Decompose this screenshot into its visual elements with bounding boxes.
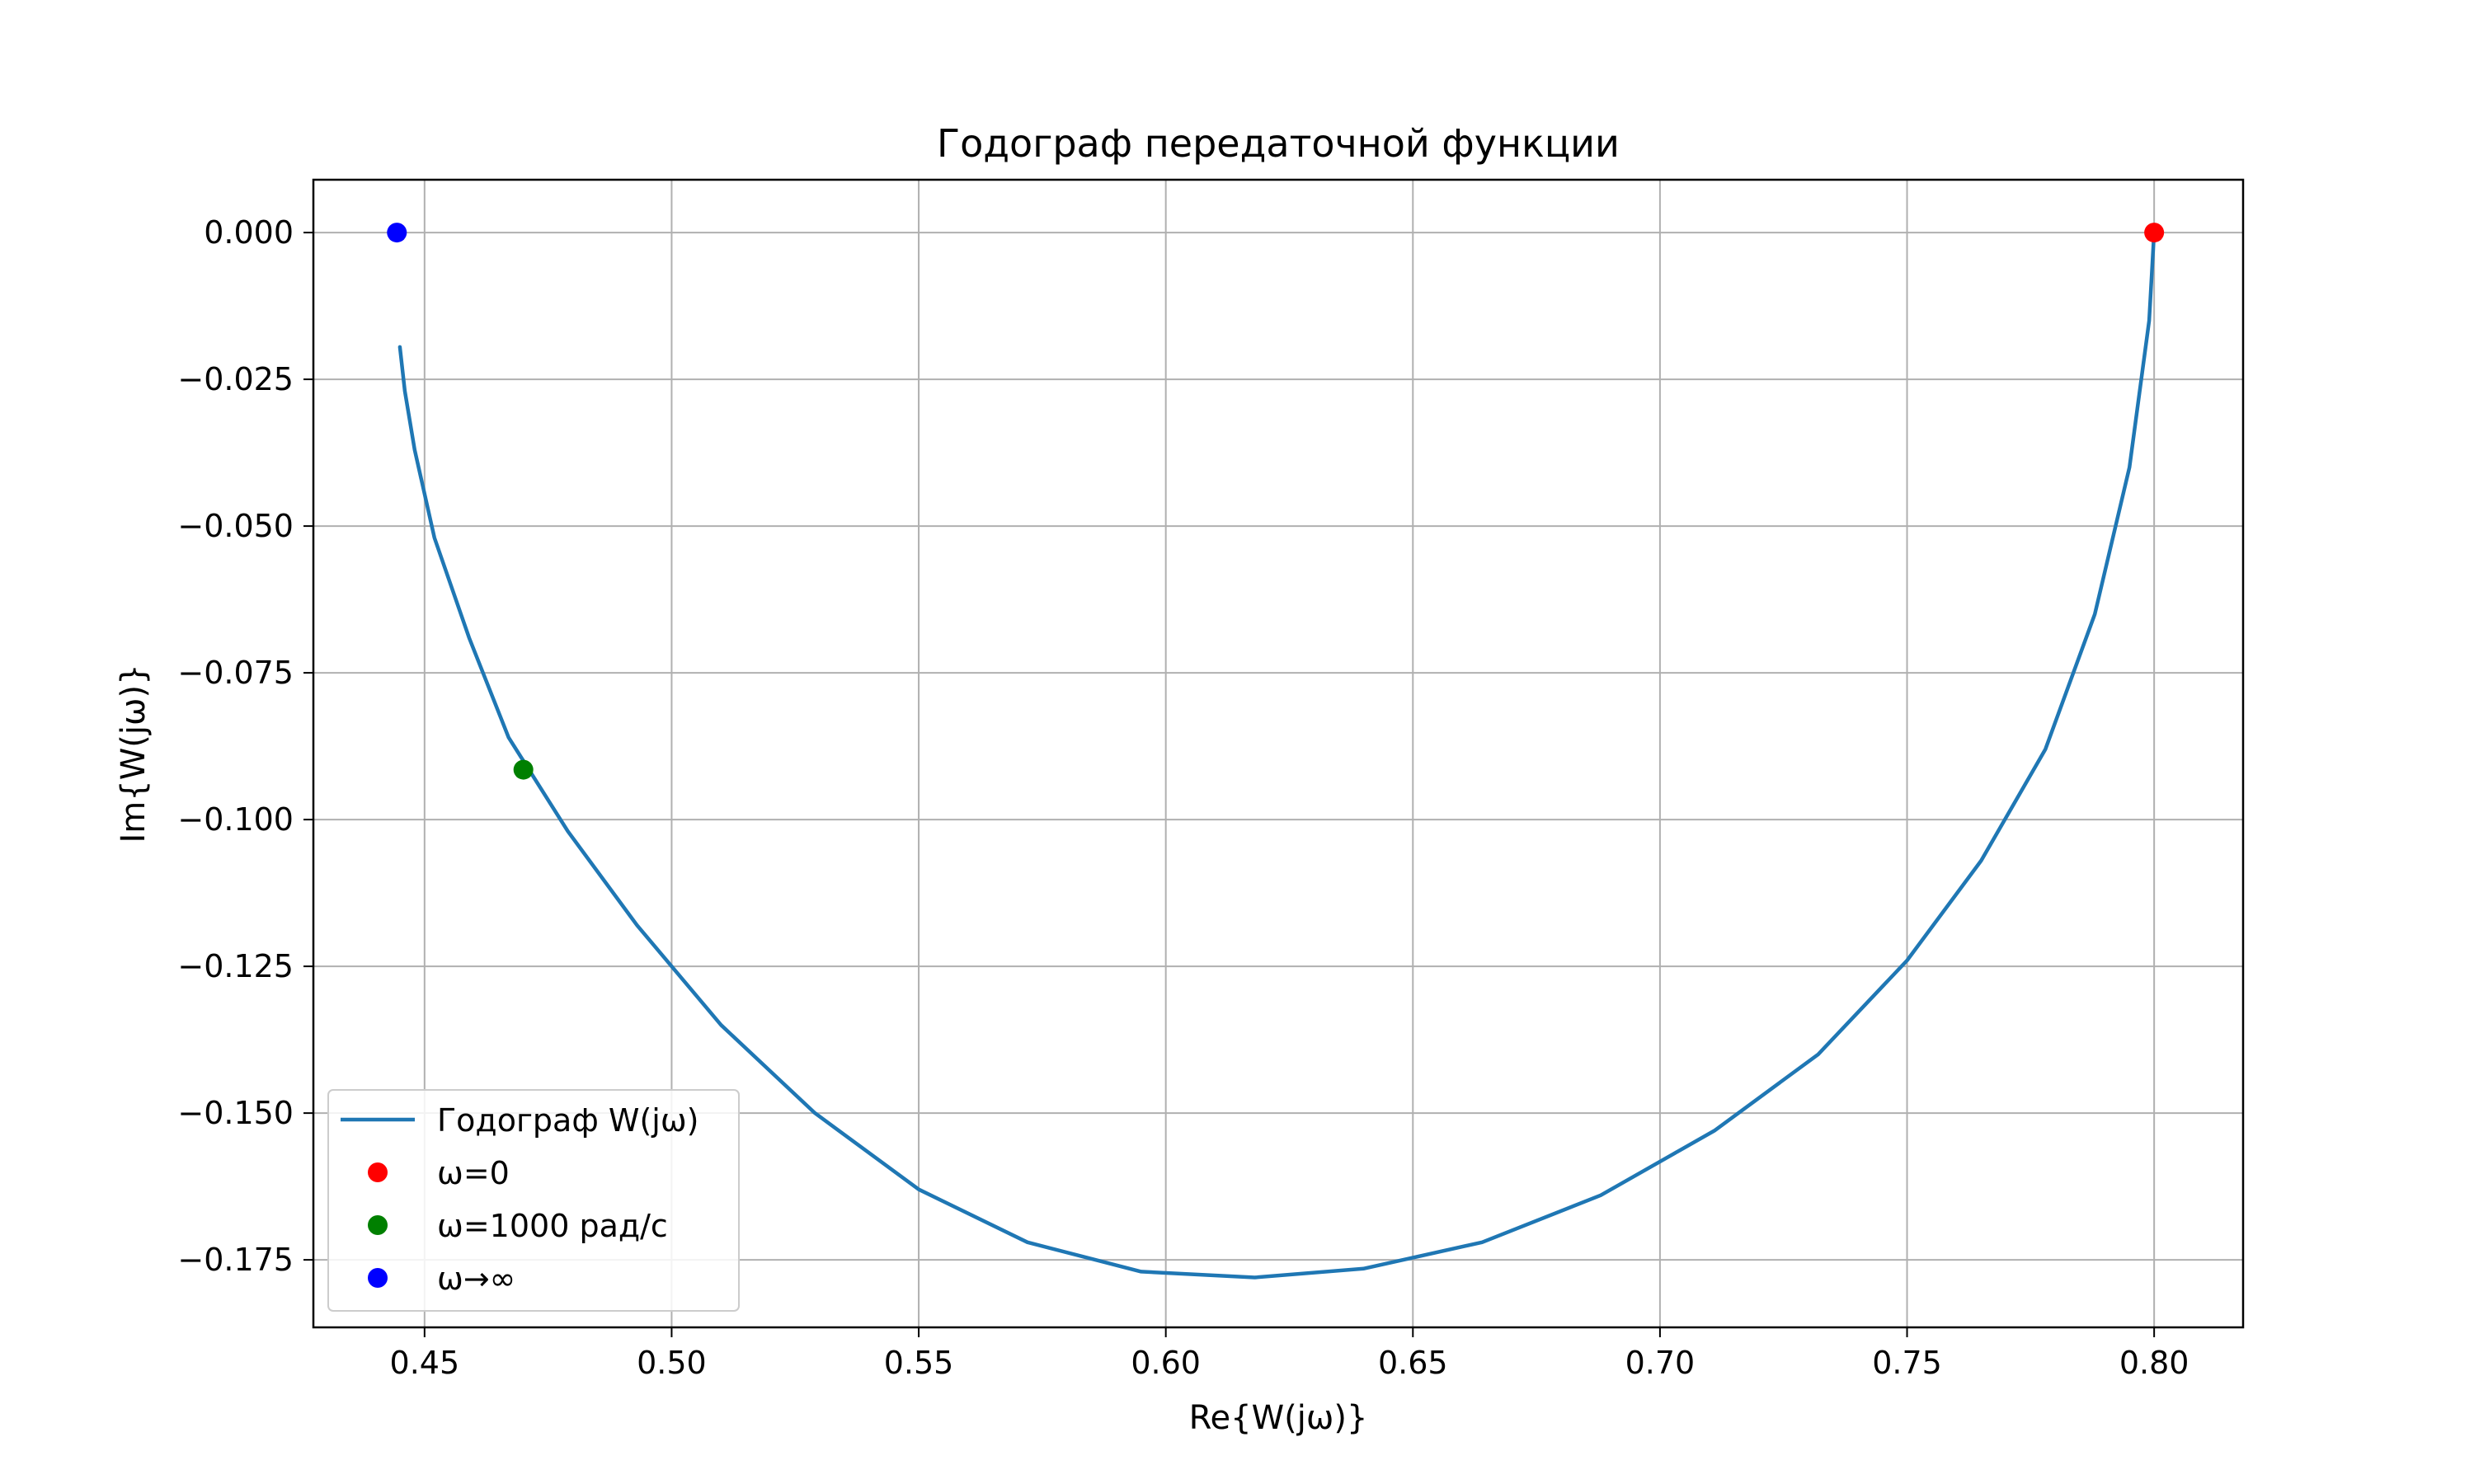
data-point-marker	[387, 223, 407, 243]
legend: Годограф W(jω) ω=0 ω=1000 рад/с ω→∞	[327, 1089, 740, 1312]
legend-label-omega-1000: ω=1000 рад/с	[437, 1208, 668, 1244]
legend-marker-omega-zero	[368, 1162, 388, 1182]
data-point-marker	[513, 759, 534, 780]
data-point-marker	[2144, 223, 2165, 243]
x-tick-label: 0.50	[637, 1345, 707, 1381]
plot-frame	[312, 178, 2245, 1329]
chart-title: Годограф передаточной функции	[937, 121, 1620, 166]
x-tick-label: 0.60	[1131, 1345, 1201, 1381]
y-tick-label: −0.075	[177, 655, 294, 691]
y-tick-label: −0.100	[177, 801, 294, 838]
legend-marker-omega-1000	[368, 1215, 388, 1235]
x-tick-label: 0.65	[1378, 1345, 1448, 1381]
x-tick-label: 0.45	[390, 1345, 460, 1381]
y-tick-label: −0.025	[177, 361, 294, 397]
legend-label-omega-zero: ω=0	[437, 1155, 510, 1191]
curve-layer	[397, 230, 2157, 1280]
x-axis-label: Re{W(jω)}	[1189, 1399, 1368, 1437]
marker-layer	[387, 223, 2165, 780]
legend-marker-omega-infinity	[368, 1268, 388, 1288]
y-tick-label: −0.175	[177, 1242, 294, 1278]
y-tick-label: 0.000	[204, 214, 294, 251]
x-tick-label: 0.75	[1872, 1345, 1942, 1381]
legend-label-hodograph: Годограф W(jω)	[437, 1102, 699, 1139]
x-tick-label: 0.80	[2119, 1345, 2189, 1381]
y-axis-label: Im{W(jω)}	[115, 664, 153, 843]
grid-layer	[313, 180, 2243, 1327]
tick-layer: 0.45 0.50 0.55 0.60 0.65 0.70 0.75 0.80 0.000 −0.…	[177, 214, 2189, 1381]
y-tick-label: −0.150	[177, 1095, 294, 1131]
x-tick-label: 0.55	[884, 1345, 954, 1381]
legend-label-omega-infinity: ω→∞	[437, 1261, 515, 1297]
hodograph-curve	[397, 230, 2157, 1280]
y-tick-label: −0.050	[177, 508, 294, 544]
legend-box	[327, 1089, 740, 1312]
y-tick-label: −0.125	[177, 948, 294, 984]
x-tick-label: 0.70	[1625, 1345, 1696, 1381]
